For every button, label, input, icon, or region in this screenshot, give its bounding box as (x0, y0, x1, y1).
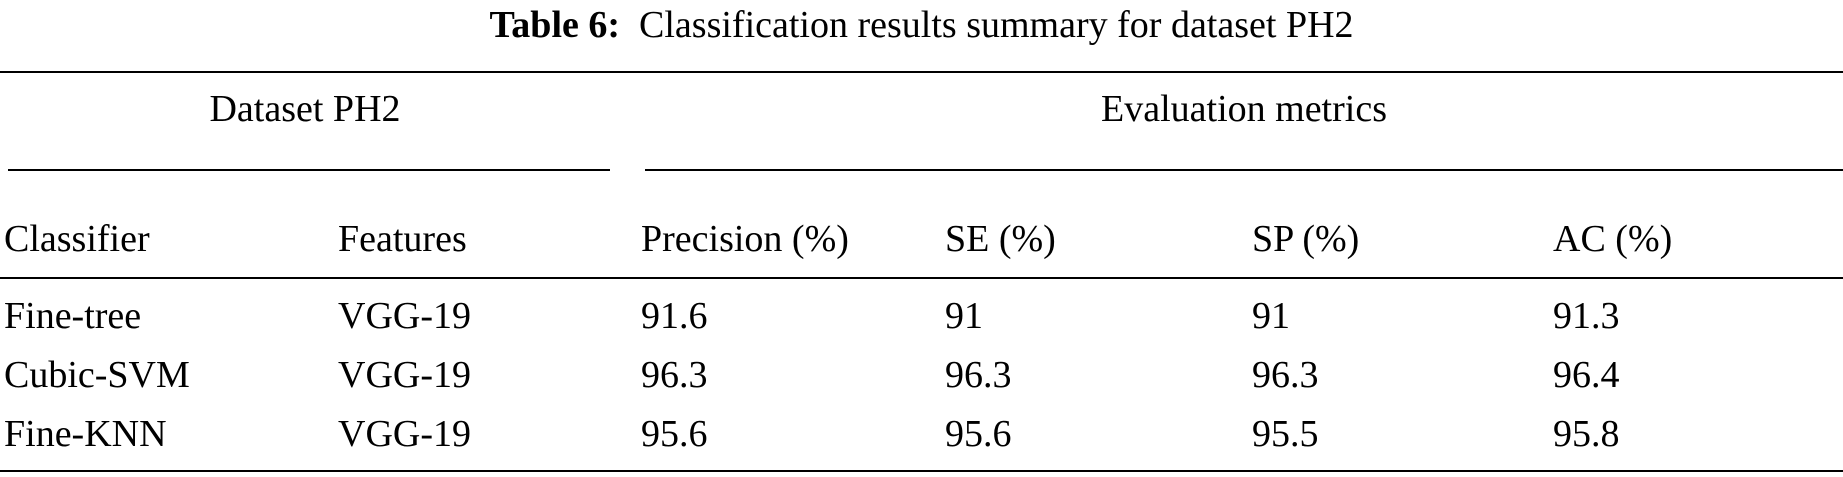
cell-se: 95.6 (945, 413, 1012, 455)
cell-ac: 96.4 (1553, 354, 1620, 396)
group-rule-dataset (8, 169, 610, 171)
top-rule (0, 71, 1843, 73)
caption-text: Classification results summary for datas… (639, 4, 1354, 46)
cell-sp: 95.5 (1252, 413, 1319, 455)
cell-features: VGG-19 (338, 354, 471, 396)
column-header-se: SE (%) (945, 218, 1056, 260)
cell-sp: 96.3 (1252, 354, 1319, 396)
cell-classifier: Cubic-SVM (4, 354, 190, 396)
table-caption: Table 6: Classification results summary … (0, 2, 1843, 48)
cell-features: VGG-19 (338, 295, 471, 337)
column-header-features: Features (338, 218, 467, 260)
cell-features: VGG-19 (338, 413, 471, 455)
group-header-metrics: Evaluation metrics (1101, 88, 1387, 130)
column-header-precision: Precision (%) (641, 218, 849, 260)
bottom-rule (0, 470, 1843, 472)
cell-precision: 91.6 (641, 295, 708, 337)
cell-sp: 91 (1252, 295, 1290, 337)
cell-se: 96.3 (945, 354, 1012, 396)
cell-ac: 95.8 (1553, 413, 1620, 455)
header-rule (0, 277, 1843, 279)
column-header-sp: SP (%) (1252, 218, 1360, 260)
cell-precision: 96.3 (641, 354, 708, 396)
cell-se: 91 (945, 295, 983, 337)
group-rule-metrics (645, 169, 1843, 171)
column-header-classifier: Classifier (4, 218, 150, 260)
cell-ac: 91.3 (1553, 295, 1620, 337)
group-header-dataset: Dataset PH2 (209, 88, 401, 130)
cell-classifier: Fine-tree (4, 295, 142, 337)
cell-classifier: Fine-KNN (4, 413, 167, 455)
cell-precision: 95.6 (641, 413, 708, 455)
caption-label: Table 6: (489, 4, 621, 46)
column-header-ac: AC (%) (1553, 218, 1673, 260)
